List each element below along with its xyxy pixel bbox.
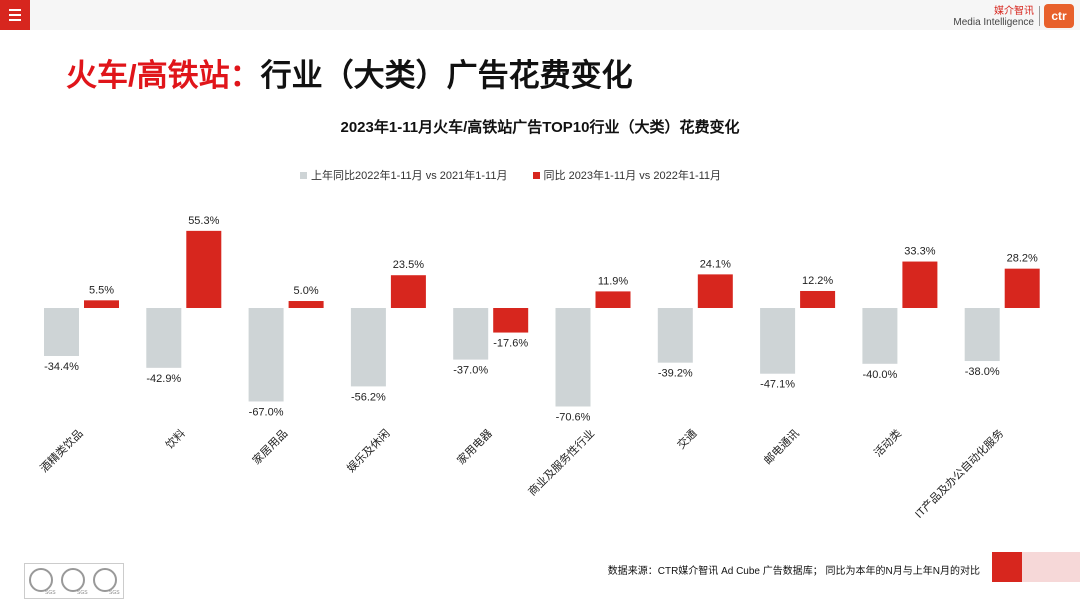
bar-prev-year-5 bbox=[555, 308, 591, 407]
category-label: 商业及服务性行业 bbox=[525, 426, 597, 498]
brand: 媒介智讯 Media Intelligence bbox=[953, 6, 1034, 28]
data-label: -34.4% bbox=[44, 361, 79, 373]
cert-label: SGS bbox=[109, 590, 120, 596]
data-label: -37.0% bbox=[453, 365, 488, 377]
data-label: 5.0% bbox=[294, 285, 319, 297]
data-label: 55.3% bbox=[188, 215, 219, 227]
sgs-badge-icon bbox=[93, 568, 117, 592]
legend-item-prev-year: 上年同比2022年1-11月 vs 2021年1-11月 bbox=[300, 167, 507, 183]
category-label: 活动类 bbox=[871, 426, 904, 459]
bar-prev-year-2 bbox=[248, 308, 284, 402]
page-title-red: 火车/高铁站： bbox=[66, 58, 261, 93]
data-label: 24.1% bbox=[700, 258, 731, 270]
data-label: -70.6% bbox=[556, 411, 591, 423]
bar-current-year-3 bbox=[390, 275, 426, 308]
ctr-logo: ctr bbox=[1044, 4, 1074, 28]
sgs-badge-icon bbox=[61, 568, 85, 592]
bar-current-year-8 bbox=[902, 261, 938, 308]
bar-current-year-9 bbox=[1004, 268, 1040, 308]
category-label: 邮电通讯 bbox=[761, 427, 801, 467]
category-label: IT产品及办公自动化服务 bbox=[912, 426, 1007, 521]
footer-accent-pink bbox=[1022, 552, 1080, 582]
bar-prev-year-3 bbox=[350, 308, 386, 387]
chart-legend: 上年同比2022年1-11月 vs 2021年1-11月 同比 2023年1-1… bbox=[300, 167, 743, 183]
data-label: -17.6% bbox=[493, 338, 528, 350]
brand-divider bbox=[1039, 6, 1040, 26]
bar-prev-year-8 bbox=[862, 308, 898, 364]
data-label: 12.2% bbox=[802, 275, 833, 287]
top-bar: 媒介智讯 Media Intelligence ctr bbox=[0, 0, 1080, 30]
bar-prev-year-4 bbox=[453, 308, 489, 360]
data-label: 33.3% bbox=[904, 246, 935, 258]
cert-label: SGS bbox=[77, 590, 88, 596]
category-label: 家用电器 bbox=[454, 426, 495, 467]
bar-current-year-0 bbox=[84, 300, 119, 308]
category-label: 家居用品 bbox=[249, 426, 290, 467]
data-label: -38.0% bbox=[965, 366, 1000, 378]
bar-current-year-2 bbox=[288, 301, 324, 308]
legend-label-current-year: 同比 2023年1-11月 vs 2022年1-11月 bbox=[543, 170, 722, 182]
data-label: -47.1% bbox=[760, 379, 795, 391]
data-label: -39.2% bbox=[658, 368, 693, 380]
category-label: 娱乐及休闲 bbox=[344, 426, 393, 475]
category-label: 酒精类饮品 bbox=[37, 426, 86, 475]
footer-accent-red bbox=[992, 552, 1022, 582]
data-label: 28.2% bbox=[1007, 253, 1038, 265]
menu-icon[interactable] bbox=[0, 0, 30, 30]
data-label: 11.9% bbox=[598, 275, 629, 287]
bar-current-year-5 bbox=[595, 291, 631, 308]
page-title-black: 行业（大类）广告花费变化 bbox=[260, 58, 633, 93]
bar-prev-year-7 bbox=[760, 308, 796, 374]
brand-cn: 媒介智讯 bbox=[994, 6, 1034, 17]
page-title: 火车/高铁站：行业（大类）广告花费变化 bbox=[66, 50, 633, 95]
bar-prev-year-6 bbox=[657, 308, 693, 363]
data-source-note: 数据来源：CTR媒介智讯 Ad Cube 广告数据库； 同比为本年的N月与上年N… bbox=[607, 566, 980, 577]
data-label: 23.5% bbox=[393, 259, 424, 271]
data-label: -67.0% bbox=[249, 406, 284, 418]
legend-swatch-red bbox=[532, 172, 540, 179]
bar-current-year-7 bbox=[800, 290, 836, 308]
bar-current-year-6 bbox=[697, 274, 733, 308]
legend-label-prev-year: 上年同比2022年1-11月 vs 2021年1-11月 bbox=[311, 170, 508, 182]
category-label: 饮料 bbox=[162, 426, 187, 451]
category-label: 交通 bbox=[674, 426, 699, 451]
legend-item-current-year: 同比 2023年1-11月 vs 2022年1-11月 bbox=[532, 167, 722, 183]
data-label: -42.9% bbox=[146, 373, 181, 385]
sgs-badge-icon bbox=[29, 568, 53, 592]
chart-title: 2023年1-11月火车/高铁站广告TOP10行业（大类）花费变化 bbox=[340, 119, 740, 136]
brand-en: Media Intelligence bbox=[953, 17, 1034, 28]
bar-current-year-1 bbox=[186, 230, 222, 308]
cert-label: SGS bbox=[45, 590, 56, 596]
data-label: 5.5% bbox=[89, 284, 114, 296]
certification-badges: SGS SGS SGS bbox=[24, 563, 124, 599]
bar-prev-year-0 bbox=[44, 308, 79, 356]
bar-prev-year-9 bbox=[964, 308, 1000, 362]
legend-swatch-gray bbox=[300, 172, 307, 179]
data-label: -56.2% bbox=[351, 391, 386, 403]
bar-prev-year-1 bbox=[146, 308, 182, 368]
bar-current-year-4 bbox=[493, 308, 529, 333]
data-label: -40.0% bbox=[862, 369, 897, 381]
